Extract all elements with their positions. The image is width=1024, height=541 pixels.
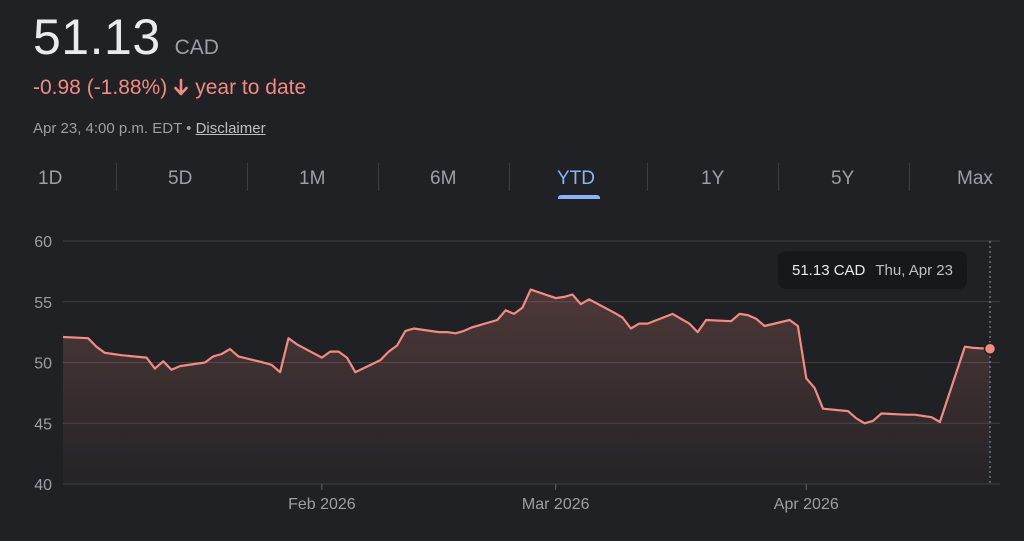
x-tick-label: Feb 2026 [288, 496, 356, 513]
tooltip-value: 51.13 CAD [792, 261, 866, 279]
tab-label: 5D [168, 168, 193, 189]
arrow-down-icon [174, 78, 189, 96]
tab-max[interactable]: Max [957, 160, 997, 200]
tooltip-date: Thu, Apr 23 [875, 261, 953, 279]
tab-label: 1D [38, 168, 63, 189]
y-tick-label: 60 [34, 234, 52, 251]
range-tabs: 1D 5D 1M 6M YTD 1Y 5Y Max [0, 160, 1024, 200]
change-period: year to date [195, 76, 307, 99]
tab-5y[interactable]: 5Y [831, 160, 861, 200]
tab-divider [778, 163, 779, 191]
price-header: 51.13 CAD [33, 8, 219, 66]
separator-dot: • [186, 120, 192, 137]
tab-divider [378, 163, 379, 191]
disclaimer-link[interactable]: Disclaimer [195, 120, 266, 137]
tab-1m[interactable]: 1M [299, 160, 333, 200]
price-area [63, 289, 990, 484]
active-tab-indicator [558, 195, 600, 199]
y-tick-label: 55 [34, 295, 52, 312]
y-tick-label: 40 [34, 477, 52, 494]
tab-label: Max [957, 168, 993, 189]
tab-label: 1M [299, 168, 326, 189]
hover-tooltip: 51.13 CAD Thu, Apr 23 [778, 251, 967, 289]
timestamp: Apr 23, 4:00 p.m. EDT [33, 120, 182, 137]
tab-label: 5Y [831, 168, 855, 189]
tab-divider [909, 163, 910, 191]
price-change: -0.98 (-1.88%) year to date [33, 76, 306, 100]
y-tick-label: 45 [34, 416, 52, 433]
change-value: -0.98 (-1.88%) [33, 76, 168, 99]
tab-1d[interactable]: 1D [38, 160, 68, 200]
price-line [62, 288, 991, 425]
tab-divider [116, 163, 117, 191]
tab-divider [509, 163, 510, 191]
tab-label: 6M [430, 168, 457, 189]
x-tick-label: Apr 2026 [774, 496, 839, 513]
tab-divider [647, 163, 648, 191]
tab-1y[interactable]: 1Y [701, 160, 731, 200]
currency-label: CAD [174, 36, 219, 59]
tab-label: 1Y [701, 168, 725, 189]
tab-ytd[interactable]: YTD [557, 160, 601, 200]
tab-divider [247, 163, 248, 191]
hover-point [983, 342, 997, 356]
y-tick-label: 50 [34, 356, 52, 373]
tab-label: YTD [557, 168, 595, 189]
tab-5d[interactable]: 5D [168, 160, 198, 200]
quote-meta: Apr 23, 4:00 p.m. EDT • Disclaimer [33, 120, 266, 137]
tab-6m[interactable]: 6M [430, 160, 464, 200]
x-tick-label: Mar 2026 [522, 496, 590, 513]
current-price: 51.13 [33, 9, 161, 65]
